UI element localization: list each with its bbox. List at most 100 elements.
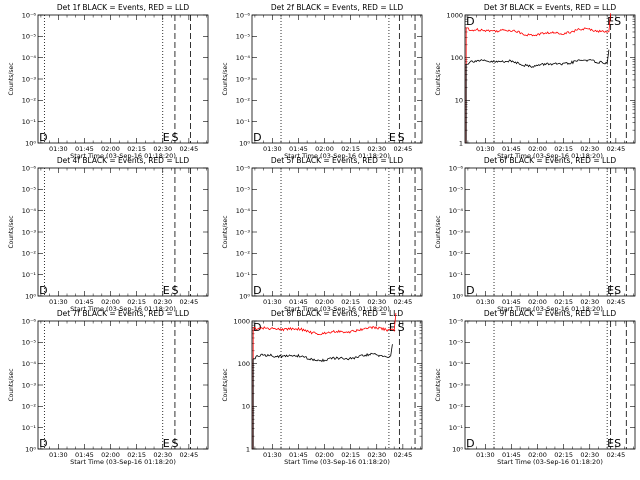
y-tick-label: 10⁻⁵ [236,186,251,194]
x-axis-label: Start Time (03-Sep-16 01:18:20) [70,458,176,466]
y-axis-label: Counts/sec [8,368,15,401]
y-tick-label: 10⁻⁶ [236,11,251,19]
y-tick-label: 10⁰ [452,445,463,453]
x-tick-label: 02:45 [179,298,198,306]
detector-panel-2: Det 2f BLACK = Events, RED = LLD 01:30 01:… [222,3,423,160]
x-tick-label: 02:00 [315,298,334,306]
y-tick-label: 10⁻⁴ [22,54,37,62]
marker-d: D [39,284,47,297]
x-tick-label: 01:45 [75,451,94,459]
x-tick-label: 02:15 [341,298,360,306]
panel-title: Det 8f BLACK = Events, RED = LLD [271,309,404,318]
x-axis-label: Start Time (03-Sep-16 01:18:20) [497,152,603,160]
y-tick-label: 10⁻¹ [22,271,37,279]
x-axis-label: Start Time (03-Sep-16 01:18:20) [497,305,603,313]
panel-title: Det 9f BLACK = Events, RED = LLD [484,309,617,318]
y-tick-label: 10⁰ [25,445,36,453]
plot-frame [37,167,209,297]
x-tick-label: 01:45 [289,451,308,459]
x-tick-label: 02:00 [315,451,334,459]
x-tick-label: 01:30 [49,451,68,459]
marker-s: S [614,437,621,450]
x-tick-label: 02:00 [528,298,547,306]
marker-e: E [163,437,170,450]
x-tick-label: 02:30 [580,145,599,153]
y-tick-label: 10⁻⁵ [236,33,251,41]
x-tick-label: 02:30 [580,298,599,306]
detector-panel-1: Det 1f BLACK = Events, RED = LLD 01:30 01:… [8,3,209,160]
x-tick-label: 02:15 [554,145,573,153]
marker-d: D [253,284,261,297]
y-tick-label: 10 [242,403,250,411]
lld-series-line [466,13,612,37]
y-tick-label: 10⁰ [452,292,463,300]
marker-d: D [466,15,474,28]
y-tick-label: 1000 [446,11,463,19]
x-tick-label: 01:30 [476,451,495,459]
marker-s: S [171,437,178,450]
plot-frame [251,167,423,297]
x-tick-label: 01:45 [75,298,94,306]
x-tick-label: 02:30 [367,451,386,459]
y-axis-label: Counts/sec [8,215,15,248]
x-tick-label: 01:30 [263,298,282,306]
x-tick-label: 01:30 [263,451,282,459]
x-tick-label: 02:00 [528,145,547,153]
y-axis-label: Counts/sec [435,368,442,401]
marker-s: S [171,131,178,144]
y-tick-label: 10⁻⁴ [236,207,251,215]
y-tick-label: 10⁻¹ [22,424,37,432]
x-axis-label: Start Time (03-Sep-16 01:18:20) [70,152,176,160]
panel-title: Det 4f BLACK = Events, RED = LLD [57,156,190,165]
y-tick-label: 10⁻⁵ [22,33,37,41]
y-axis-label: Counts/sec [222,62,229,95]
panel-title: Det 3f BLACK = Events, RED = LLD [484,3,617,12]
panel-title: Det 7f BLACK = Events, RED = LLD [57,309,190,318]
marker-d: D [253,321,261,334]
x-axis-label: Start Time (03-Sep-16 01:18:20) [70,305,176,313]
x-tick-label: 02:15 [341,145,360,153]
y-tick-label: 10⁻¹ [236,271,251,279]
detector-panel-7: Det 7f BLACK = Events, RED = LLD 01:30 01:… [8,309,209,466]
x-tick-label: 01:45 [502,145,521,153]
x-tick-label: 02:30 [367,145,386,153]
x-tick-label: 02:15 [554,298,573,306]
plot-frame [251,320,423,450]
y-tick-label: 10⁻² [22,97,37,105]
events-series-line [253,344,393,363]
y-axis-label: Counts/sec [435,215,442,248]
x-tick-label: 01:30 [476,298,495,306]
x-tick-label: 02:30 [153,145,172,153]
plot-frame [251,14,423,144]
y-tick-label: 10⁻³ [22,228,37,236]
x-tick-label: 02:30 [153,298,172,306]
x-tick-label: 02:00 [101,298,120,306]
y-tick-label: 1000 [233,317,250,325]
x-axis-label: Start Time (03-Sep-16 01:18:20) [284,152,390,160]
x-tick-label: 02:45 [606,298,625,306]
marker-e: E [389,321,396,334]
x-tick-label: 01:30 [263,145,282,153]
detector-panel-4: Det 4f BLACK = Events, RED = LLD 01:30 01:… [8,156,209,313]
x-tick-label: 02:45 [179,451,198,459]
marker-s: S [614,15,621,28]
y-tick-label: 1 [459,139,463,147]
y-tick-label: 10⁻³ [236,228,251,236]
y-tick-label: 100 [451,54,463,62]
y-tick-label: 10⁻¹ [236,118,251,126]
x-tick-label: 02:45 [606,451,625,459]
y-tick-label: 10⁰ [239,139,250,147]
y-tick-label: 10⁻⁴ [449,360,464,368]
panel-title: Det 5f BLACK = Events, RED = LLD [271,156,404,165]
y-tick-label: 10⁻⁶ [449,317,464,325]
y-tick-label: 10⁻⁴ [236,54,251,62]
panel-title: Det 6f BLACK = Events, RED = LLD [484,156,617,165]
marker-d: D [39,131,47,144]
marker-d: D [39,437,47,450]
y-tick-label: 10⁰ [25,139,36,147]
x-tick-label: 02:30 [153,451,172,459]
y-tick-label: 10⁰ [239,292,250,300]
plot-frame [37,320,209,450]
y-tick-label: 10⁻⁶ [236,164,251,172]
x-tick-label: 01:30 [49,145,68,153]
